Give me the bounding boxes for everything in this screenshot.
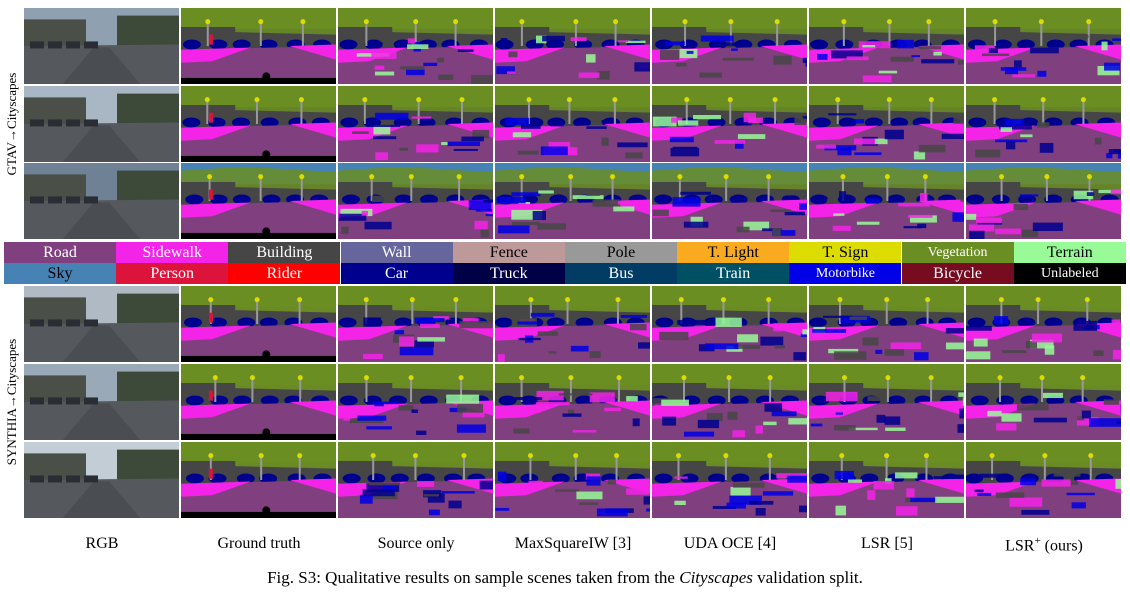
legend-item: T. Light	[677, 242, 790, 263]
legend-item: Unlabeled	[1013, 263, 1126, 284]
legend-item: Terrain	[1013, 242, 1126, 263]
column-label: RGB	[85, 535, 119, 552]
legend-item: Pole	[565, 242, 677, 263]
legend-item: Fence	[452, 242, 565, 263]
prediction-map	[495, 286, 650, 362]
legend-item: Truck	[452, 263, 565, 284]
legend-item: Bicycle	[901, 263, 1014, 284]
prediction-map	[652, 364, 807, 440]
prediction-map	[652, 163, 807, 239]
column-label: LSR [5]	[861, 535, 913, 552]
column-label: LSR+ (ours)	[1005, 535, 1083, 555]
prediction-map	[809, 442, 964, 518]
column-label: UDA OCE [4]	[683, 535, 777, 552]
ground-truth-map	[181, 8, 336, 84]
rgb-image	[24, 286, 179, 362]
caption-prefix: Fig. S3: Qualitative results on sample s…	[267, 568, 680, 587]
prediction-map	[809, 86, 964, 162]
prediction-map	[495, 163, 650, 239]
legend-item: Sky	[4, 263, 116, 284]
prediction-map	[809, 286, 964, 362]
legend-item: Motorbike	[789, 263, 902, 284]
rgb-image	[24, 8, 179, 84]
prediction-map	[338, 8, 493, 84]
legend-item: Car	[340, 263, 453, 284]
legend-item: Bus	[565, 263, 677, 284]
prediction-map	[495, 442, 650, 518]
prediction-map	[966, 163, 1121, 239]
row-group-label: GTAV→Cityscapes	[4, 72, 19, 175]
prediction-map	[338, 364, 493, 440]
caption-emphasis: Cityscapes	[679, 568, 753, 587]
prediction-map	[338, 442, 493, 518]
column-label: Source only	[377, 535, 455, 552]
ground-truth-map	[181, 364, 336, 440]
column-label: MaxSquareIW [3]	[514, 535, 632, 552]
prediction-map	[652, 8, 807, 84]
prediction-map	[495, 8, 650, 84]
figure-caption: Fig. S3: Qualitative results on sample s…	[0, 568, 1130, 588]
prediction-map	[652, 86, 807, 162]
rgb-image	[24, 163, 179, 239]
ground-truth-map	[181, 163, 336, 239]
legend-item: Train	[677, 263, 790, 284]
prediction-map	[966, 86, 1121, 162]
rgb-image	[24, 364, 179, 440]
row-group-label: SYNTHIA→Cityscapes	[4, 338, 19, 466]
column-label: Ground truth	[217, 535, 301, 552]
prediction-map	[966, 8, 1121, 84]
prediction-map	[338, 86, 493, 162]
prediction-map	[966, 286, 1121, 362]
prediction-map	[809, 8, 964, 84]
prediction-map	[338, 163, 493, 239]
legend-item: Rider	[228, 263, 341, 284]
prediction-map	[338, 286, 493, 362]
legend-item: Vegetation	[901, 242, 1014, 263]
legend-item: Road	[4, 242, 116, 263]
prediction-map	[495, 364, 650, 440]
prediction-map	[809, 163, 964, 239]
rgb-image	[24, 86, 179, 162]
ground-truth-map	[181, 442, 336, 518]
ground-truth-map	[181, 286, 336, 362]
prediction-map	[652, 442, 807, 518]
prediction-map	[966, 442, 1121, 518]
prediction-map	[495, 86, 650, 162]
legend-item: Building	[228, 242, 341, 263]
caption-suffix: validation split.	[752, 568, 863, 587]
prediction-map	[809, 364, 964, 440]
legend-item: Sidewalk	[116, 242, 229, 263]
class-legend: Road Sidewalk Building Wall Fence Pole T. Ligh…	[4, 242, 1126, 284]
prediction-map	[966, 364, 1121, 440]
ground-truth-map	[181, 86, 336, 162]
rgb-image	[24, 442, 179, 518]
prediction-map	[652, 286, 807, 362]
legend-item: T. Sign	[789, 242, 902, 263]
legend-item: Wall	[340, 242, 453, 263]
legend-item: Person	[116, 263, 229, 284]
